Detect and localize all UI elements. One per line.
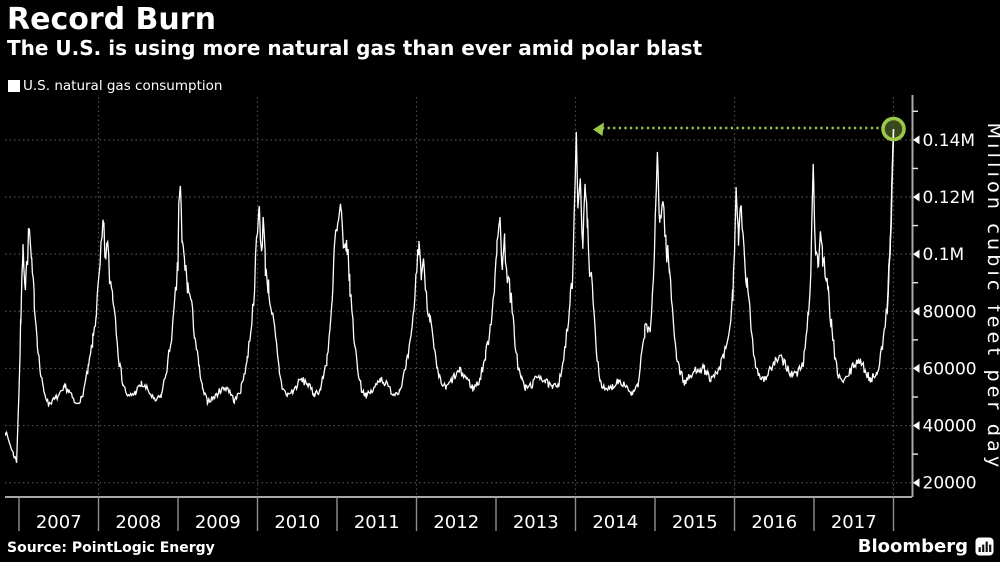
y-tick-arrow-icon xyxy=(913,363,920,373)
y-tick-arrow-icon xyxy=(913,478,920,488)
x-tick-label: 2016 xyxy=(751,512,797,533)
page-title: Record Burn xyxy=(7,2,216,37)
y-tick-label: 20000 xyxy=(923,474,977,494)
legend: U.S. natural gas consumption xyxy=(8,78,222,94)
y-tick-label: 0.12M xyxy=(923,188,976,208)
chart-subtitle: The U.S. is using more natural gas than … xyxy=(7,36,703,60)
y-tick-arrow-icon xyxy=(913,306,920,316)
record-annotation xyxy=(592,116,906,316)
y-tick-label: 0.1M xyxy=(923,245,965,265)
y-tick-arrow-icon xyxy=(913,135,920,145)
y-axis: 20000 40000 60000 80000 0.1M 0.12M 0.14M Millio… xyxy=(911,95,1000,497)
x-tick-label: 2008 xyxy=(115,512,161,533)
y-tick-arrow-icon xyxy=(913,192,920,202)
x-tick-label: 2017 xyxy=(831,512,877,533)
x-tick-label: 2007 xyxy=(36,512,82,533)
y-tick-label: 60000 xyxy=(923,359,977,379)
x-tick-label: 2011 xyxy=(354,512,400,533)
x-tick-label: 2012 xyxy=(433,512,479,533)
legend-swatch-icon xyxy=(8,80,20,92)
consumption-line xyxy=(5,128,895,463)
x-tick-label: 2009 xyxy=(195,512,241,533)
record-arrow-icon xyxy=(592,122,604,136)
x-tick-label: 2015 xyxy=(672,512,718,533)
y-axis-title: Million cubic feet per day xyxy=(983,123,1000,472)
bloomberg-logo: Bloomberg xyxy=(858,536,994,557)
gridlines xyxy=(5,97,912,497)
x-tick-label: 2013 xyxy=(513,512,559,533)
legend-label: U.S. natural gas consumption xyxy=(23,78,223,94)
x-axis: 2007 2008 2009 2010 2011 2012 2013 2014 2015 2016… xyxy=(5,496,912,533)
x-tick-label: 2014 xyxy=(592,512,638,533)
y-tick-label: 40000 xyxy=(923,417,977,437)
y-tick-label: 80000 xyxy=(923,302,977,322)
bloomberg-wordmark: Bloomberg xyxy=(857,536,968,557)
y-tick-arrow-icon xyxy=(913,421,920,431)
bar-chart-icon xyxy=(975,537,994,556)
source-credit: Source: PointLogic Energy xyxy=(7,540,215,556)
y-tick-label: 0.14M xyxy=(923,131,976,151)
x-tick-label: 2010 xyxy=(274,512,320,533)
y-tick-arrow-icon xyxy=(913,249,920,259)
